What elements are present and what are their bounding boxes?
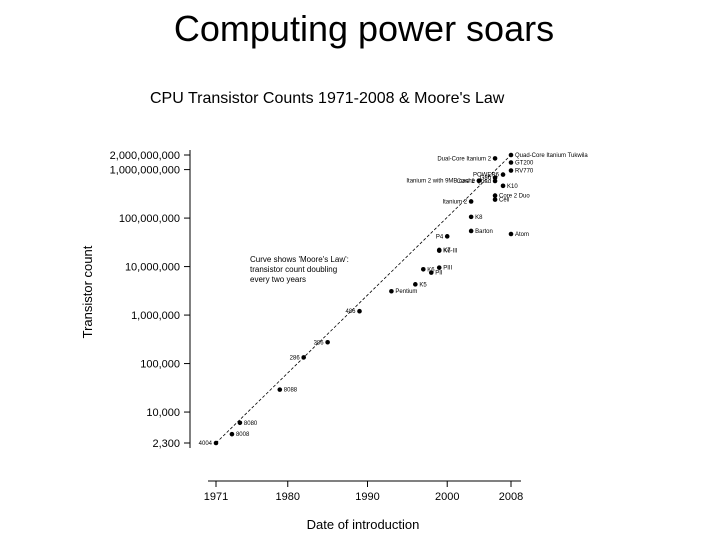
- data-point: [500, 183, 506, 189]
- data-point-label: Dual-Core Itanium 2: [437, 156, 491, 162]
- data-point: [436, 247, 442, 253]
- y-axis-title: Transistor count: [80, 245, 95, 338]
- data-point: [492, 156, 498, 161]
- x-tick-label: 1971: [204, 491, 228, 503]
- data-point-label: Itanium 2 with 9MB cache: [406, 179, 475, 185]
- data-point: [436, 265, 442, 270]
- data-point-label: Core 2 Quad: [457, 179, 491, 185]
- data-point: [468, 214, 474, 220]
- data-point: [428, 270, 434, 275]
- data-point: [413, 282, 418, 287]
- data-point: [500, 172, 506, 177]
- y-tick-label: 1,000,000: [131, 310, 180, 322]
- y-tick-label: 10,000,000: [125, 262, 180, 274]
- data-point-label: GT200: [515, 161, 534, 167]
- data-point: [476, 178, 482, 183]
- data-point-label: K5: [419, 282, 427, 288]
- data-point-label: K6: [427, 267, 435, 273]
- chart-title: CPU Transistor Counts 1971-2008 & Moore'…: [150, 90, 505, 107]
- data-point-label: 8088: [284, 388, 298, 394]
- data-point: [237, 420, 243, 426]
- x-tick-label: 2000: [435, 491, 459, 503]
- data-point-label: PIII: [443, 266, 452, 272]
- data-point-label: Atom: [515, 232, 529, 238]
- data-point: [492, 197, 498, 202]
- data-point: [492, 193, 498, 198]
- data-point: [301, 355, 307, 360]
- chart-axes: 2,300 10,000 100,000 1,000,000 10,000,000 100…: [110, 150, 523, 503]
- data-point-label: Itanium 2: [442, 199, 467, 205]
- data-point-label: 8008: [236, 432, 250, 438]
- data-point-label: Core 2 Duo: [499, 194, 530, 200]
- data-point: [492, 175, 498, 180]
- y-tick-label: 2,000,000,000: [110, 150, 180, 162]
- moores-law-trend-line: [215, 154, 512, 444]
- x-axis-title: Date of introduction: [307, 517, 420, 532]
- data-point-label: P4: [436, 234, 444, 240]
- y-tick-label: 1,000,000,000: [110, 165, 180, 177]
- data-point: [508, 231, 514, 237]
- data-point-label: 4004: [199, 441, 213, 447]
- note-line: transistor count doubling: [250, 265, 337, 274]
- slide-title: Computing power soars: [173, 8, 555, 49]
- trend-line-group: [215, 154, 512, 444]
- x-tick-label: 2008: [499, 491, 523, 503]
- data-point-label: K8: [475, 215, 483, 221]
- data-point-label: 386: [314, 340, 325, 346]
- y-tick-label: 100,000: [140, 359, 180, 371]
- data-point-label: RV770: [515, 169, 534, 175]
- data-point: [213, 440, 219, 446]
- data-point-label: G80: [480, 176, 492, 182]
- data-point: [357, 308, 362, 314]
- y-tick-label: 2,300: [152, 438, 180, 450]
- data-point-label: 286: [290, 355, 301, 361]
- data-point: [277, 387, 283, 392]
- data-point-label: Quad-Core Itanium Tukwila: [515, 153, 588, 159]
- data-point: [468, 199, 474, 204]
- data-point: [508, 160, 514, 165]
- data-point: [508, 168, 514, 173]
- x-tick-label: 1990: [355, 491, 379, 503]
- y-tick-label: 10,000: [146, 407, 180, 419]
- data-point-label: 8080: [244, 421, 258, 427]
- note-line: every two years: [250, 275, 306, 284]
- data-point: [492, 178, 498, 184]
- y-tick-label: 100,000,000: [119, 213, 180, 225]
- data-point-label: Pentium: [395, 289, 417, 295]
- data-point-label: K10: [507, 184, 518, 190]
- data-point-label: Cell: [499, 198, 509, 204]
- data-point-label: POWER6: [473, 173, 500, 179]
- data-point: [389, 288, 394, 294]
- data-point-label: K6-III: [443, 249, 458, 255]
- data-point-label: PII: [435, 271, 443, 277]
- data-point: [468, 228, 474, 234]
- data-point: [508, 152, 514, 158]
- data-point: [325, 339, 330, 345]
- x-tick-label: 1980: [276, 491, 300, 503]
- data-point: [444, 234, 450, 239]
- note-line: Curve shows 'Moore's Law':: [250, 255, 349, 264]
- moores-law-note: Curve shows 'Moore's Law': transistor cou…: [250, 255, 349, 284]
- data-point: [420, 266, 426, 272]
- data-point-label: 486: [345, 309, 356, 315]
- data-point-label: Barton: [475, 229, 493, 235]
- data-point: [229, 431, 235, 437]
- data-point-label: K7: [443, 248, 451, 254]
